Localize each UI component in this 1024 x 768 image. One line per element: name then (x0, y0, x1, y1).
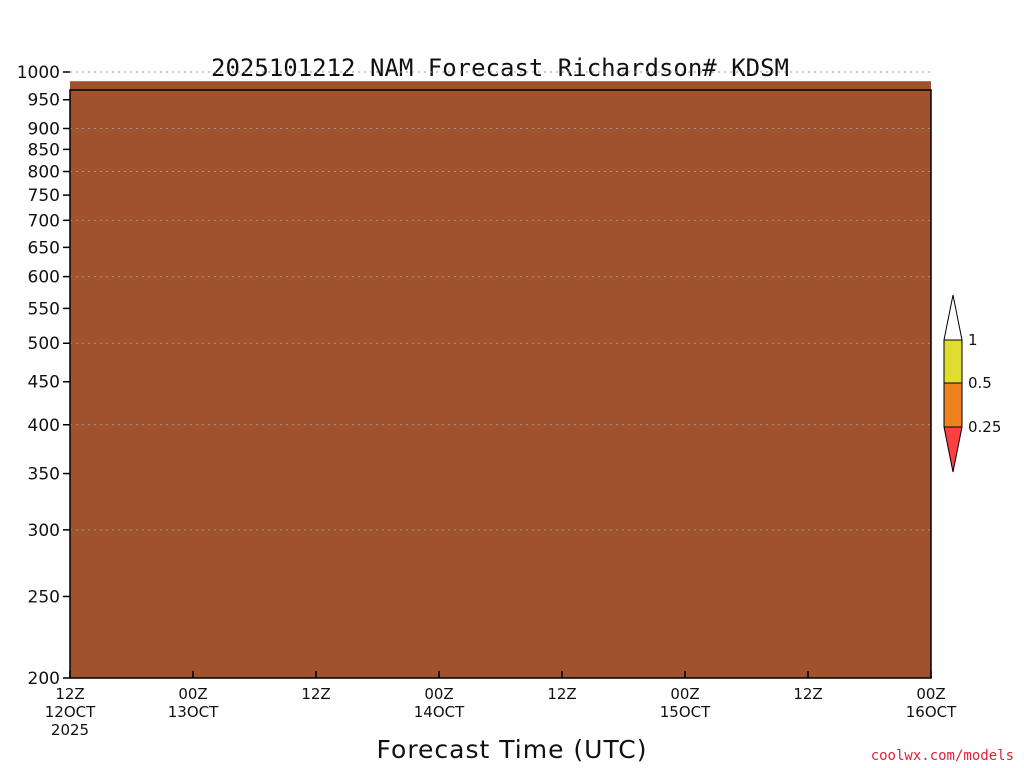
plot-area (69, 71, 932, 679)
x-tick-label: 12Z (55, 685, 84, 703)
y-tick-label: 950 (28, 91, 60, 111)
y-tick-label: 1000 (17, 63, 60, 83)
legend-swatch-1 (943, 339, 963, 384)
x-tick-label: 12OCT (45, 703, 96, 721)
x-tick-label: 12Z (793, 685, 822, 703)
x-tick-label: 13OCT (168, 703, 219, 721)
chart-title: 2025101212 NAM Forecast Richardson# KDSM (211, 54, 789, 82)
legend-label: 0.5 (968, 374, 992, 392)
y-tick-label: 750 (28, 186, 60, 206)
ground-shading (70, 81, 931, 678)
y-tick-label: 250 (28, 587, 60, 607)
legend-label: 1 (968, 331, 978, 349)
x-tick-label: 00Z (916, 685, 945, 703)
y-tick-label: 650 (28, 238, 60, 258)
legend-arrow-bottom (943, 426, 963, 473)
credit-link[interactable]: coolwx.com/models (871, 748, 1014, 764)
x-tick-label: 00Z (178, 685, 207, 703)
x-tick-label: 00Z (424, 685, 453, 703)
y-tick-label: 400 (28, 416, 60, 436)
x-axis-label: Forecast Time (UTC) (377, 735, 648, 764)
y-tick-label: 700 (28, 211, 60, 231)
x-tick-label: 00Z (670, 685, 699, 703)
plot-frame (69, 89, 932, 679)
x-tick-label: 12Z (301, 685, 330, 703)
legend-swatch-2 (943, 382, 963, 428)
y-tick-label: 850 (28, 140, 60, 160)
x-tick-label: 2025 (51, 721, 89, 739)
x-tick-label: 12Z (547, 685, 576, 703)
y-tick-label: 800 (28, 163, 60, 183)
y-axis: 200 250 300 350 400 450 500 550 600 650 700 750 800 8… (17, 63, 70, 689)
y-tick-label: 550 (28, 299, 60, 319)
x-tick-label: 15OCT (660, 703, 711, 721)
x-tick-label: 16OCT (906, 703, 957, 721)
y-tick-label: 450 (28, 373, 60, 393)
y-tick-label: 350 (28, 465, 60, 485)
legend-arrow-top (943, 294, 963, 341)
y-tick-label: 300 (28, 521, 60, 541)
y-tick-label: 600 (28, 268, 60, 288)
legend-label: 0.25 (968, 418, 1001, 436)
y-tick-label: 200 (28, 669, 60, 689)
y-tick-label: 900 (28, 119, 60, 139)
x-tick-label: 14OCT (414, 703, 465, 721)
y-tick-label: 500 (28, 334, 60, 354)
legend: 0.25 0.5 1 (943, 294, 1001, 473)
